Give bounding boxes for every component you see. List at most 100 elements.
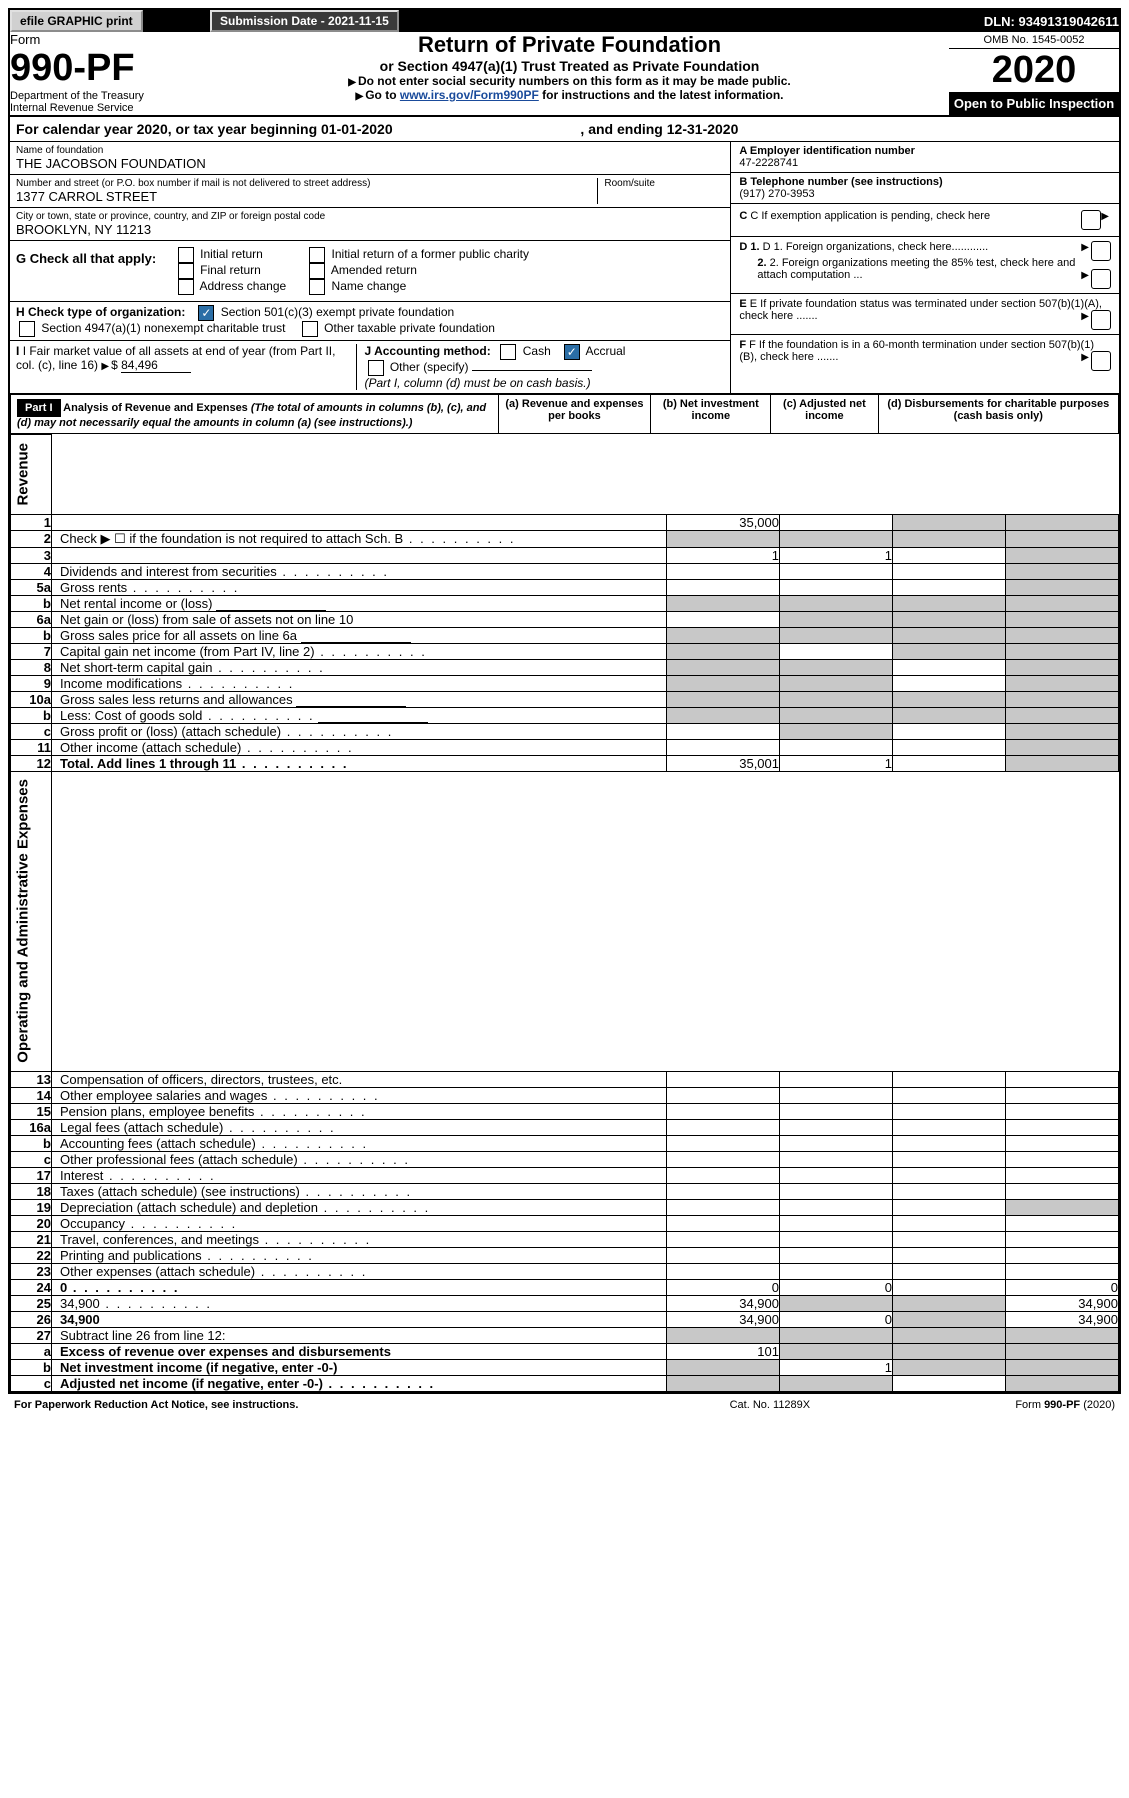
line-num: b [11,627,52,643]
line-desc: Capital gain net income (from Part IV, l… [52,643,667,659]
val-c [893,1344,1006,1360]
b-phone-label: B Telephone number (see instructions) [739,176,1111,188]
chk-initial-former[interactable] [309,247,325,263]
part1-grid: Revenue 135,0002Check ▶ ☐ if the foundat… [10,434,1119,1392]
line-num: 21 [11,1232,52,1248]
chk-final[interactable] [178,263,194,279]
chk-4947[interactable] [19,321,35,337]
val-b [780,1072,893,1088]
chk-other-method[interactable] [368,360,384,376]
line-desc: Income modifications [52,675,667,691]
line-num: 1 [11,514,52,530]
val-b [780,739,893,755]
val-c [893,1104,1006,1120]
chk-d2[interactable] [1091,269,1111,289]
val-b [780,1168,893,1184]
col-b-hdr: (b) Net investment income [651,394,771,434]
chk-initial[interactable] [178,247,194,263]
val-b [780,1264,893,1280]
val-c [893,579,1006,595]
line-desc [52,547,667,563]
val-c [893,1376,1006,1392]
line-desc: Check ▶ ☐ if the foundation is not requi… [52,530,667,547]
val-a [667,563,780,579]
form-word: Form [10,32,190,47]
val-b: 1 [780,547,893,563]
chk-accrual[interactable]: ✓ [564,344,580,360]
val-d [1006,691,1119,707]
val-d [1006,1200,1119,1216]
chk-addr-change[interactable] [178,279,194,295]
irs-link[interactable]: www.irs.gov/Form990PF [400,88,539,102]
efile-btn[interactable]: efile GRAPHIC print [10,10,143,32]
val-b [780,1152,893,1168]
val-b [780,1136,893,1152]
val-a [667,1264,780,1280]
val-a [667,691,780,707]
entity-block: Name of foundation THE JACOBSON FOUNDATI… [10,142,1119,393]
line-num: c [11,1376,52,1392]
chk-d1[interactable] [1091,241,1111,261]
line-num: 16a [11,1120,52,1136]
val-c [893,1152,1006,1168]
val-c [893,675,1006,691]
line-desc: Excess of revenue over expenses and disb… [52,1344,667,1360]
line-desc: Legal fees (attach schedule) [52,1120,667,1136]
val-a: 1 [667,547,780,563]
val-b [780,1344,893,1360]
line-num: c [11,723,52,739]
b-phone: (917) 270-3953 [739,188,1111,200]
val-d [1006,643,1119,659]
val-c [893,643,1006,659]
val-a [667,1216,780,1232]
val-b [780,1120,893,1136]
val-b [780,563,893,579]
line-num: 10a [11,691,52,707]
val-d [1006,1088,1119,1104]
line-num: 23 [11,1264,52,1280]
chk-c[interactable] [1081,210,1101,230]
val-a [667,659,780,675]
line-num: 12 [11,755,52,771]
val-d [1006,547,1119,563]
val-d [1006,739,1119,755]
line-desc: Dividends and interest from securities [52,563,667,579]
chk-amended[interactable] [309,263,325,279]
a-ein: 47-2228741 [739,157,1111,169]
val-c [893,563,1006,579]
chk-other-taxable[interactable] [302,321,318,337]
chk-cash[interactable] [500,344,516,360]
chk-name-change[interactable] [309,279,325,295]
val-a [667,1232,780,1248]
val-a [667,1088,780,1104]
val-a: 35,000 [667,514,780,530]
chk-f[interactable] [1091,351,1111,371]
val-b: 0 [780,1312,893,1328]
val-c [893,595,1006,611]
line-desc: Other professional fees (attach schedule… [52,1152,667,1168]
line-desc: Gross rents [52,579,667,595]
tax-year: 2020 [949,49,1119,92]
omb-number: OMB No. 1545-0052 [949,32,1119,49]
chk-e[interactable] [1091,310,1111,330]
col-c-hdr: (c) Adjusted net income [771,394,878,434]
val-b [780,1088,893,1104]
val-c [893,1088,1006,1104]
footer-mid: Cat. No. 11289X [667,1396,873,1414]
val-d [1006,1264,1119,1280]
name-label: Name of foundation [16,145,724,156]
page-footer: For Paperwork Reduction Act Notice, see … [8,1396,1121,1414]
val-a [667,611,780,627]
line-desc: Total. Add lines 1 through 11 [52,755,667,771]
val-c [893,1328,1006,1344]
d1-text: D 1. Foreign organizations, check here..… [763,241,989,253]
val-a: 35,001 [667,755,780,771]
val-b [780,691,893,707]
submission-date-btn[interactable]: Submission Date - 2021-11-15 [210,10,399,32]
val-d [1006,1104,1119,1120]
line-desc: Adjusted net income (if negative, enter … [52,1376,667,1392]
chk-501c3[interactable]: ✓ [198,305,214,321]
line-desc: Other employee salaries and wages [52,1088,667,1104]
line-desc [52,514,667,530]
val-b [780,707,893,723]
